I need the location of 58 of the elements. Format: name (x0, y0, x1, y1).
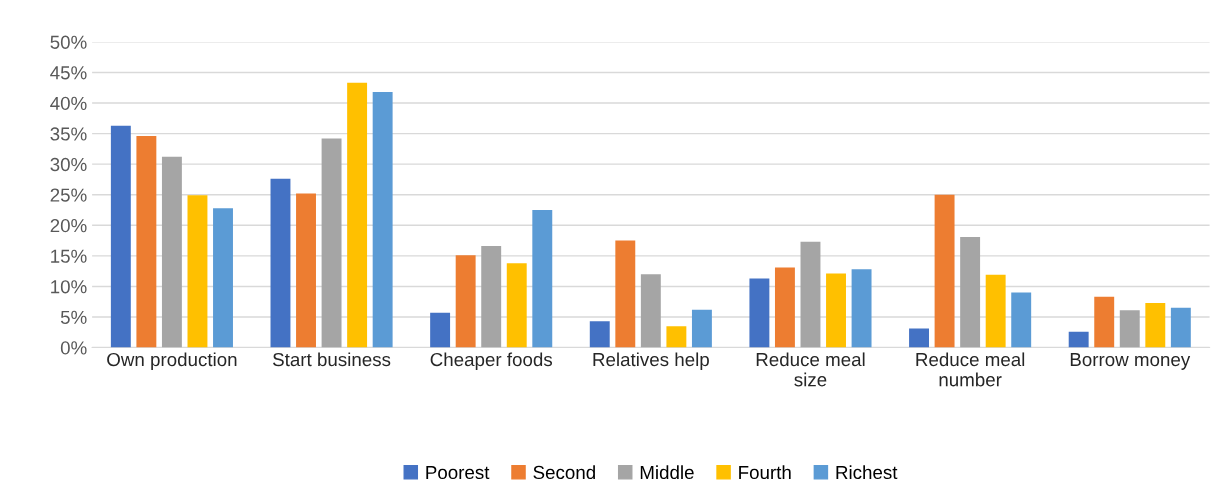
y-tick-label: 10% (51, 280, 87, 294)
bar (1119, 310, 1140, 348)
bar (270, 178, 291, 348)
bar (455, 255, 476, 348)
bar (691, 309, 712, 348)
bar (481, 246, 502, 348)
bar (1094, 296, 1115, 348)
legend-label: Middle (640, 465, 694, 480)
bar (347, 82, 368, 348)
bar (851, 269, 872, 348)
bar (985, 274, 1006, 348)
bar (774, 267, 795, 348)
bar (640, 274, 661, 348)
bar (615, 240, 636, 348)
bar (372, 92, 393, 348)
y-tick-label: 45% (50, 66, 87, 80)
y-tick-label: 30% (50, 157, 87, 172)
x-tick-label: Cheaper foods (430, 352, 553, 370)
bar (1068, 331, 1089, 348)
x-tick-label: Borrow money (1070, 353, 1191, 370)
y-tick-label: 50% (50, 35, 87, 49)
bar (800, 241, 821, 348)
legend-label: Richest (836, 465, 898, 480)
bar (589, 321, 610, 348)
y-tick-label: 20% (50, 219, 87, 233)
x-tick-label: Start business (273, 352, 391, 367)
x-tick-label: Relatives help (593, 352, 709, 370)
x-tick-label: Reduce meal number (916, 352, 1025, 387)
x-tick-label: Reduce meal size (756, 352, 865, 387)
y-tick-label: 0% (60, 341, 87, 355)
legend-label: Second (533, 465, 595, 480)
bar (430, 312, 451, 348)
bar (110, 125, 131, 348)
bar (960, 236, 981, 348)
legend-label: Poorest (426, 466, 490, 480)
y-tick-label: 15% (51, 249, 87, 263)
bar (934, 194, 955, 348)
bar (749, 278, 770, 348)
bar (213, 208, 233, 348)
bar (1145, 302, 1166, 348)
bar (826, 273, 846, 348)
bar (1011, 292, 1032, 348)
bar (321, 138, 342, 348)
y-tick-label: 25% (50, 188, 87, 202)
y-tick-label: 40% (50, 96, 87, 111)
bar (161, 156, 182, 348)
bar (506, 263, 527, 348)
y-tick-label: 5% (60, 310, 87, 324)
bar (1170, 307, 1191, 348)
bar (666, 326, 687, 348)
y-tick-label: 35% (50, 127, 87, 141)
bar (136, 136, 157, 348)
bar (296, 193, 316, 348)
bar (909, 328, 929, 348)
legend-label: Fourth (739, 465, 791, 480)
bar (187, 195, 208, 348)
x-tick-label: Own production (107, 352, 237, 370)
bar (532, 210, 553, 348)
